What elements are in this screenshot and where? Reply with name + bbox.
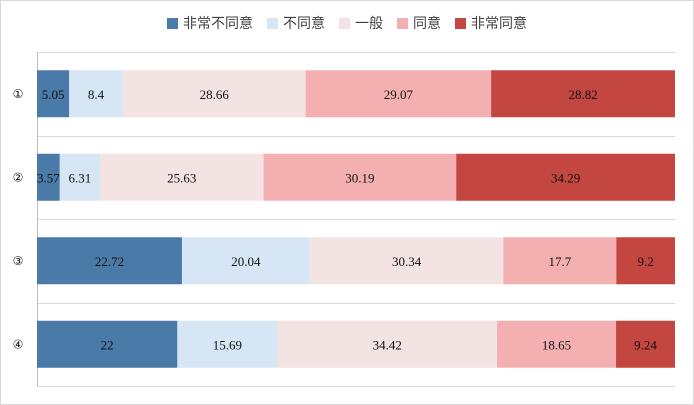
data-label-1-4: 29.07	[384, 87, 414, 102]
bar-segment-1-5	[491, 70, 675, 118]
bar-segment-2-5	[456, 153, 675, 201]
data-label-4-3: 34.42	[373, 337, 402, 352]
legend-label-agree: 同意	[413, 16, 441, 32]
legend-label-disagree: 不同意	[283, 16, 325, 32]
data-label-2-2: 6.31	[69, 170, 92, 185]
bar-segment-1-1	[37, 70, 70, 118]
data-label-4-1: 22	[101, 337, 114, 352]
legend-item-agree: 同意	[397, 13, 441, 33]
bar-segment-4-5	[616, 320, 675, 368]
category-label-2: ②	[13, 170, 24, 184]
legend-item-disagree: 不同意	[267, 13, 325, 33]
data-label-1-2: 8.4	[88, 87, 105, 102]
data-label-3-2: 20.04	[231, 254, 261, 269]
data-label-2-4: 30.19	[345, 170, 374, 185]
bar-segment-3-3	[309, 237, 504, 285]
bar-segment-1-3	[122, 70, 306, 118]
category-label-4: ④	[13, 337, 24, 351]
data-label-4-2: 15.69	[213, 337, 242, 352]
legend-swatch-neutral	[339, 17, 350, 29]
bar-segment-1-2	[69, 70, 123, 118]
bar-segment-3-1	[37, 237, 182, 285]
bar-segment-2-4	[263, 153, 457, 201]
legend-item-strongly-agree: 非常同意	[455, 13, 527, 33]
data-label-2-1: 3.57	[37, 170, 60, 185]
data-label-2-3: 25.63	[167, 170, 196, 185]
bar-segment-4-2	[177, 320, 278, 368]
data-label-4-4: 18.65	[542, 337, 571, 352]
bar-segment-4-3	[277, 320, 498, 368]
bar-segment-2-1	[37, 153, 60, 201]
legend-item-strongly-disagree: 非常不同意	[167, 13, 253, 33]
legend-label-neutral: 一般	[355, 16, 383, 32]
data-label-3-1: 22.72	[95, 254, 124, 269]
bar-segment-2-3	[100, 153, 264, 201]
bar-segment-4-4	[497, 320, 617, 368]
legend-label-strongly-agree: 非常同意	[471, 16, 527, 32]
bar-segment-3-5	[616, 237, 675, 285]
bar-segment-4-1	[37, 320, 178, 368]
data-label-3-4: 17.7	[548, 254, 571, 269]
category-label-1: ①	[13, 87, 24, 101]
data-label-1-3: 28.66	[200, 87, 230, 102]
data-label-3-5: 9.2	[638, 254, 654, 269]
legend-swatch-agree	[397, 17, 408, 29]
data-label-2-5: 34.29	[551, 170, 580, 185]
legend-item-neutral: 一般	[339, 13, 383, 33]
legend-swatch-strongly-agree	[455, 17, 466, 29]
bar-segment-3-2	[181, 237, 310, 285]
bar-segment-1-4	[305, 70, 492, 118]
data-label-3-3: 30.34	[392, 254, 422, 269]
legend-label-strongly-disagree: 非常不同意	[183, 16, 253, 32]
legend-swatch-strongly-disagree	[167, 17, 178, 29]
data-label-4-5: 9.24	[634, 337, 657, 352]
category-label-3: ③	[13, 254, 24, 268]
legend-swatch-disagree	[267, 17, 278, 29]
bar-segment-2-2	[59, 153, 101, 201]
legend: 非常不同意 不同意 一般 同意 非常同意	[0, 12, 694, 34]
data-label-1-5: 28.82	[568, 87, 597, 102]
data-label-1-1: 5.05	[42, 87, 65, 102]
bar-segment-3-4	[503, 237, 617, 285]
